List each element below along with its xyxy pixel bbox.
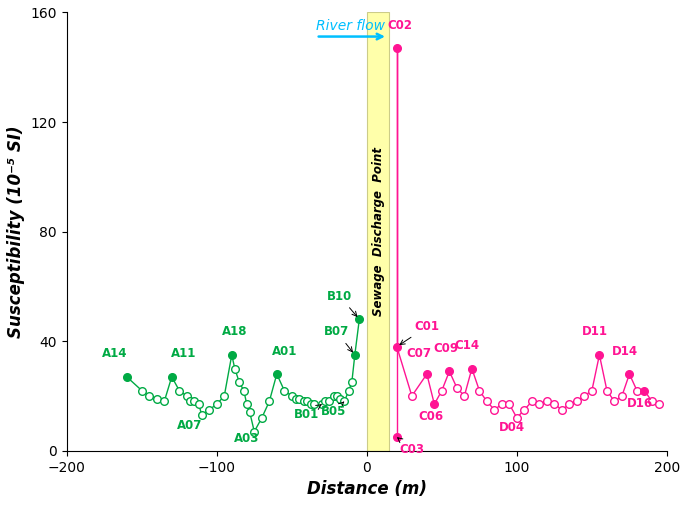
Text: D14: D14 [612,344,638,358]
Text: A18: A18 [222,325,247,338]
X-axis label: Distance (m): Distance (m) [307,480,427,498]
Text: A11: A11 [171,347,196,361]
Bar [367,13,390,451]
Text: C01: C01 [400,320,440,344]
Text: C02: C02 [387,19,412,32]
Text: A14: A14 [102,347,128,361]
Text: D04: D04 [499,421,526,434]
Text: Sewage  Discharge  Point: Sewage Discharge Point [372,147,385,316]
Text: A07: A07 [177,419,203,432]
Text: River flow: River flow [316,19,385,33]
Y-axis label: Susceptibility (10⁻⁵ SI): Susceptibility (10⁻⁵ SI) [7,125,25,338]
Text: C03: C03 [398,438,425,456]
Text: C06: C06 [419,411,444,423]
Text: A03: A03 [234,432,260,445]
Text: A01: A01 [271,344,297,358]
Text: C07: C07 [407,347,432,361]
Text: B07: B07 [324,325,352,352]
Text: D11: D11 [582,325,608,338]
Text: B01: B01 [294,405,321,421]
Text: B05: B05 [321,402,346,418]
Text: C14: C14 [455,339,480,352]
Text: D16: D16 [627,397,653,410]
Text: C09: C09 [433,342,459,355]
Text: B10: B10 [327,290,357,316]
